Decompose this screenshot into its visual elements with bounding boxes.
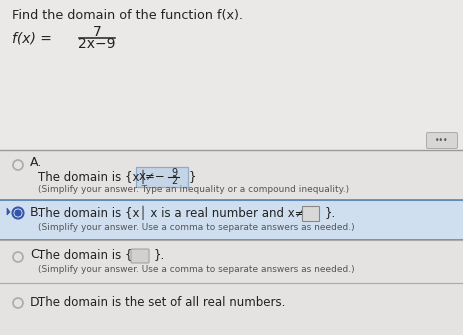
- Circle shape: [13, 160, 23, 170]
- Text: The domain is {: The domain is {: [38, 249, 132, 262]
- Bar: [0, 0, 463, 150]
- Text: B.: B.: [30, 206, 43, 219]
- FancyBboxPatch shape: [425, 133, 457, 148]
- Text: 7: 7: [93, 25, 101, 39]
- Text: }: }: [188, 171, 196, 184]
- Polygon shape: [7, 208, 10, 215]
- Text: (Simplify your answer. Use a comma to separate answers as needed.): (Simplify your answer. Use a comma to se…: [38, 222, 354, 231]
- Text: 9: 9: [170, 169, 177, 179]
- Text: x≠−: x≠−: [139, 171, 165, 184]
- Text: The domain is {x│ x is a real number and x≠: The domain is {x│ x is a real number and…: [38, 206, 304, 220]
- Bar: [0, 200, 463, 240]
- Text: }.: }.: [154, 249, 165, 262]
- FancyBboxPatch shape: [136, 167, 188, 187]
- Bar: [0, 150, 463, 335]
- Circle shape: [15, 210, 21, 216]
- Text: •••: •••: [434, 136, 448, 145]
- Text: 2x−9: 2x−9: [78, 37, 115, 51]
- Text: (Simplify your answer. Type an inequality or a compound inequality.): (Simplify your answer. Type an inequalit…: [38, 186, 348, 195]
- Text: }.: }.: [324, 206, 336, 219]
- FancyBboxPatch shape: [302, 205, 319, 220]
- Circle shape: [13, 252, 23, 262]
- Text: Find the domain of the function f(x).: Find the domain of the function f(x).: [12, 9, 243, 22]
- Text: (Simplify your answer. Use a comma to separate answers as needed.): (Simplify your answer. Use a comma to se…: [38, 265, 354, 273]
- Text: A.: A.: [30, 156, 42, 170]
- Text: f(x) =: f(x) =: [12, 32, 52, 46]
- Text: 2: 2: [170, 176, 177, 186]
- Text: The domain is {x│: The domain is {x│: [38, 170, 146, 184]
- Circle shape: [13, 207, 24, 218]
- FancyBboxPatch shape: [131, 249, 149, 263]
- Text: The domain is the set of all real numbers.: The domain is the set of all real number…: [38, 296, 285, 310]
- Text: D.: D.: [30, 296, 44, 310]
- Circle shape: [13, 298, 23, 308]
- Text: C.: C.: [30, 249, 43, 262]
